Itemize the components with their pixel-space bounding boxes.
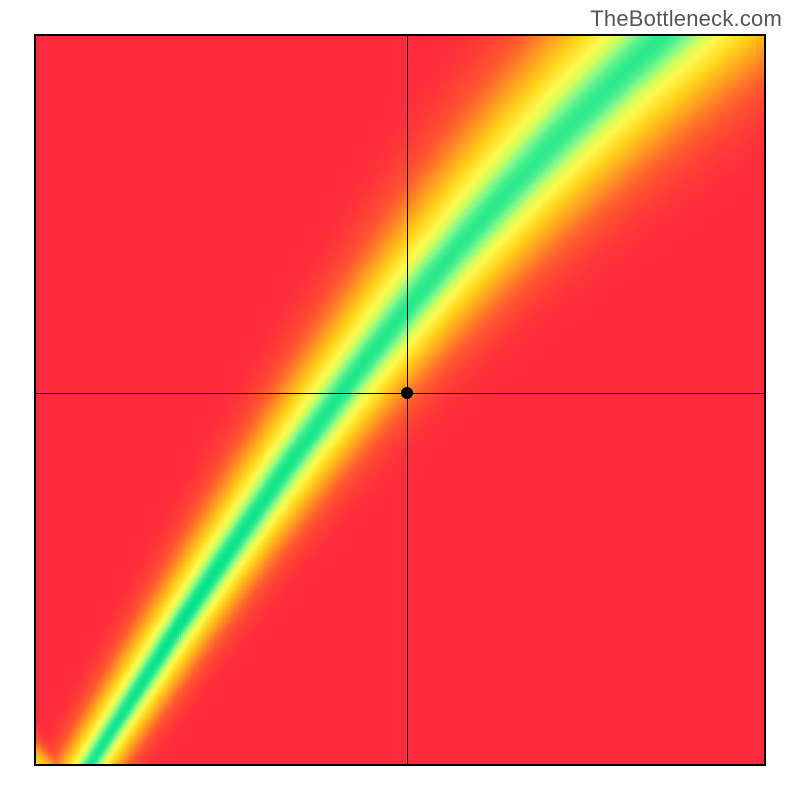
crosshair-vertical [407,36,408,764]
heatmap-canvas [36,36,764,764]
crosshair-marker [401,387,413,399]
watermark-text: TheBottleneck.com [590,6,782,32]
crosshair-horizontal [36,393,764,394]
heatmap-plot [34,34,766,766]
